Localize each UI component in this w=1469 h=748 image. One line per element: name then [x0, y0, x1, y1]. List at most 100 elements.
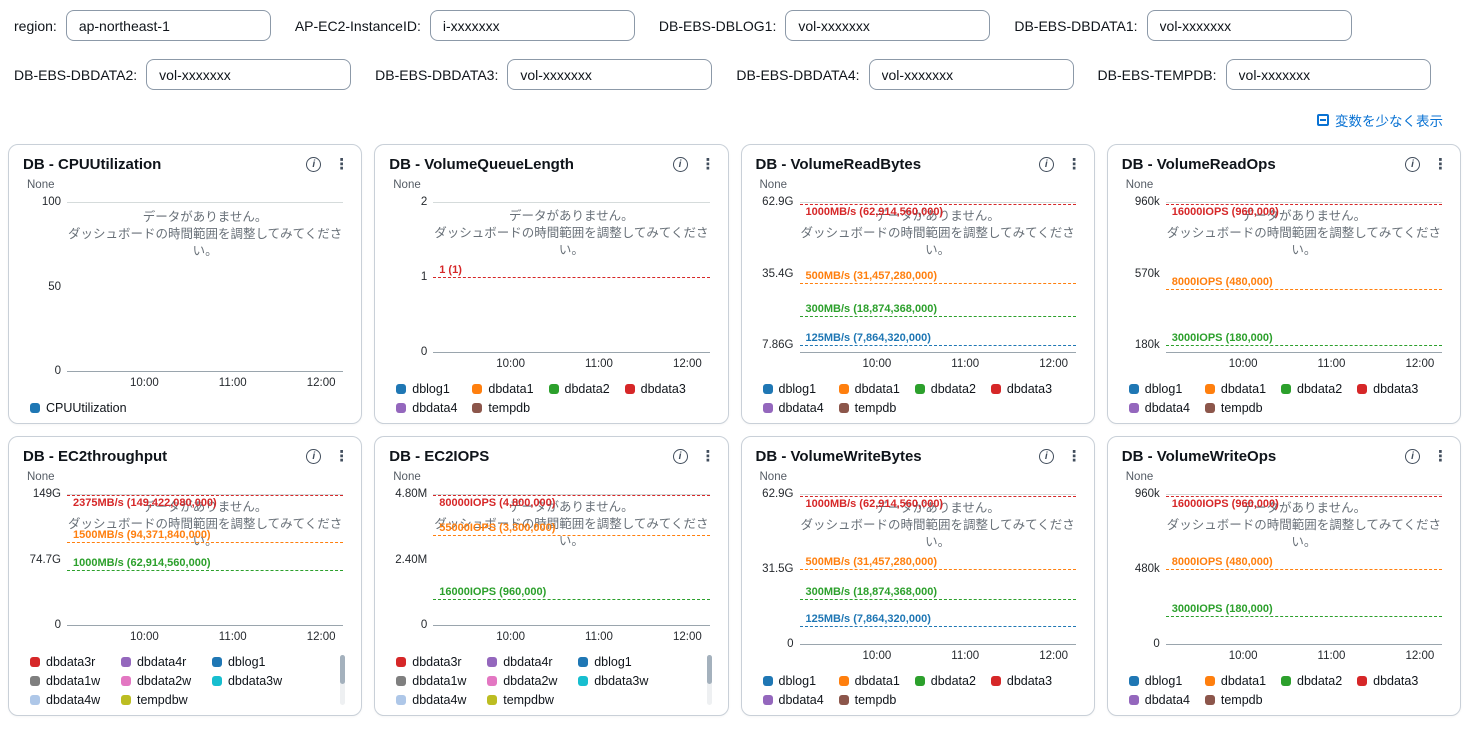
widget-menu-icon[interactable]: ⋮: [334, 448, 350, 465]
legend-color-dot: [624, 384, 635, 394]
plot-area[interactable]: 960k 570k 180k データがありません。 ダッシュボードの時間範囲を調整してみ…: [1135, 196, 1442, 353]
chart-widget-header: DB - EC2IOPS i ⋮: [375, 437, 727, 469]
y-tick-label: 4.80M: [395, 488, 428, 500]
legend-item[interactable]: dbdata2: [1281, 674, 1357, 688]
collapse-minus-icon: [1317, 114, 1329, 126]
legend-item[interactable]: dbdata3: [1357, 674, 1433, 688]
legend-item[interactable]: dbdata4r: [120, 655, 212, 669]
plot-area[interactable]: 149G 74.7G 0 データがありません。 ダッシュボードの時間範囲を調整してみてく…: [30, 488, 344, 631]
legend-item[interactable]: dbdata3: [990, 674, 1067, 688]
info-icon[interactable]: i: [1405, 157, 1420, 172]
variable-input-dbdata2[interactable]: [146, 59, 352, 90]
legend-item[interactable]: dbdata2w: [120, 674, 212, 688]
widget-menu-icon[interactable]: ⋮: [334, 156, 350, 173]
legend-item[interactable]: dbdata1w: [396, 674, 487, 688]
legend-item[interactable]: CPUUtilization: [30, 401, 127, 415]
legend-item[interactable]: dbdata2: [914, 674, 991, 688]
legend-label: dblog1: [412, 382, 450, 396]
info-icon[interactable]: i: [1038, 449, 1054, 464]
widget-menu-icon[interactable]: ⋮: [1066, 448, 1082, 465]
legend-item[interactable]: tempdb: [1204, 693, 1281, 707]
legend-item[interactable]: tempdb: [472, 401, 548, 415]
show-fewer-variables-link[interactable]: 変数を少なく表示: [1317, 110, 1443, 130]
info-icon[interactable]: i: [672, 157, 688, 172]
legend-item[interactable]: dblog1: [762, 674, 839, 688]
variable-input-dbdata1[interactable]: [1146, 10, 1352, 41]
info-icon[interactable]: i: [1405, 449, 1420, 464]
widget-menu-icon[interactable]: ⋮: [700, 156, 716, 173]
legend-item[interactable]: dbdata1: [1204, 382, 1281, 396]
legend-item[interactable]: dbdata1w: [30, 674, 121, 688]
variable-input-region[interactable]: [65, 10, 271, 41]
legend-scrollbar[interactable]: [706, 655, 712, 705]
legend-item[interactable]: dblog1: [396, 382, 472, 396]
info-icon[interactable]: i: [306, 449, 322, 464]
legend-item[interactable]: dbdata2: [914, 382, 991, 396]
plot-area[interactable]: 62.9G 35.4G 7.86G データがありません。 ダッシュボードの時間範囲を調整…: [762, 196, 1076, 353]
legend-item[interactable]: dbdata1: [838, 382, 915, 396]
legend: dbdata3r dbdata4r dblog1 dbdata1w dbdata2w db…: [30, 655, 347, 707]
legend-item[interactable]: tempdb: [838, 693, 915, 707]
legend-scrollbar[interactable]: [340, 655, 346, 705]
legend-item[interactable]: dblog1: [1128, 674, 1205, 688]
annotation-dash: [433, 598, 710, 600]
legend-item[interactable]: dbdata4w: [396, 693, 487, 707]
legend-item[interactable]: dbdata4: [762, 693, 839, 707]
legend-color-dot: [838, 403, 849, 413]
legend-item[interactable]: dbdata3: [990, 382, 1067, 396]
plot-area[interactable]: 4.80M 2.40M 0 データがありません。 ダッシュボードの時間範囲を調整してみて…: [395, 488, 710, 631]
legend-item[interactable]: dbdata3r: [30, 655, 121, 669]
legend-item[interactable]: dbdata4: [1128, 693, 1205, 707]
legend-color-dot: [396, 657, 407, 667]
legend-item[interactable]: tempdb: [838, 401, 915, 415]
variable-input-dblog1[interactable]: [785, 10, 991, 41]
info-icon[interactable]: i: [306, 157, 322, 172]
legend-label: dbdata4: [1144, 693, 1190, 707]
legend-item[interactable]: dblog1: [211, 655, 303, 669]
x-tick-label: 10:00: [129, 377, 159, 389]
plot-area[interactable]: 2 1 0 データがありません。 ダッシュボードの時間範囲を調整してみてください。 1 (…: [421, 196, 710, 358]
legend-item[interactable]: dbdata1: [472, 382, 548, 396]
widget-menu-icon[interactable]: ⋮: [1433, 448, 1448, 465]
legend-item[interactable]: dbdata3r: [396, 655, 487, 669]
legend-item[interactable]: dbdata2w: [487, 674, 578, 688]
no-data-line2: ダッシュボードの時間範囲を調整してみてください。: [1166, 518, 1441, 549]
x-axis-labels: 10:00 11:00 12:00: [433, 358, 709, 373]
annotation-line: 300MB/s (18,874,368,000): [799, 303, 1076, 317]
legend-item[interactable]: dbdata4: [1128, 401, 1205, 415]
info-icon[interactable]: i: [1038, 157, 1054, 172]
info-icon[interactable]: i: [672, 449, 688, 464]
legend-item[interactable]: dblog1: [1128, 382, 1205, 396]
legend-item[interactable]: tempdbw: [487, 693, 578, 707]
legend-item[interactable]: dbdata4: [396, 401, 472, 415]
legend-item[interactable]: dblog1: [578, 655, 669, 669]
legend-item[interactable]: dbdata4r: [487, 655, 578, 669]
legend-item[interactable]: dbdata3: [624, 382, 701, 396]
widget-menu-icon[interactable]: ⋮: [700, 448, 716, 465]
legend-item[interactable]: dbdata1: [838, 674, 915, 688]
legend-item[interactable]: dbdata1: [1204, 674, 1281, 688]
legend-item[interactable]: dbdata3w: [578, 674, 669, 688]
legend-item[interactable]: dbdata3w: [211, 674, 303, 688]
legend-item[interactable]: dbdata2: [1281, 382, 1357, 396]
widget-menu-icon[interactable]: ⋮: [1066, 156, 1082, 173]
legend-item[interactable]: tempdbw: [120, 693, 212, 707]
legend-item[interactable]: dbdata3: [1357, 382, 1433, 396]
legend-item[interactable]: dblog1: [762, 382, 839, 396]
legend-label: dbdata4w: [46, 693, 101, 707]
variable-input-tempdb[interactable]: [1225, 59, 1431, 90]
legend-item[interactable]: dbdata2: [548, 382, 625, 396]
variable-input-ec2-instanceid[interactable]: [429, 10, 635, 41]
legend-color-dot: [762, 695, 773, 705]
legend-label: dbdata4: [778, 401, 824, 415]
annotation-dash: [67, 569, 344, 571]
variable-input-dbdata4[interactable]: [868, 59, 1074, 90]
legend-item[interactable]: dbdata4: [762, 401, 839, 415]
plot-area[interactable]: 62.9G 31.5G 0 データがありません。 ダッシュボードの時間範囲を調整してみて…: [762, 488, 1076, 650]
variable-input-dbdata3[interactable]: [507, 59, 713, 90]
legend-item[interactable]: tempdb: [1204, 401, 1281, 415]
plot-area[interactable]: 100 50 0 データがありません。 ダッシュボードの時間範囲を調整してみてください。: [42, 196, 344, 377]
plot-area[interactable]: 960k 480k 0 データがありません。 ダッシュボードの時間範囲を調整してみてくだ…: [1135, 488, 1442, 650]
widget-menu-icon[interactable]: ⋮: [1433, 156, 1448, 173]
legend-item[interactable]: dbdata4w: [30, 693, 121, 707]
